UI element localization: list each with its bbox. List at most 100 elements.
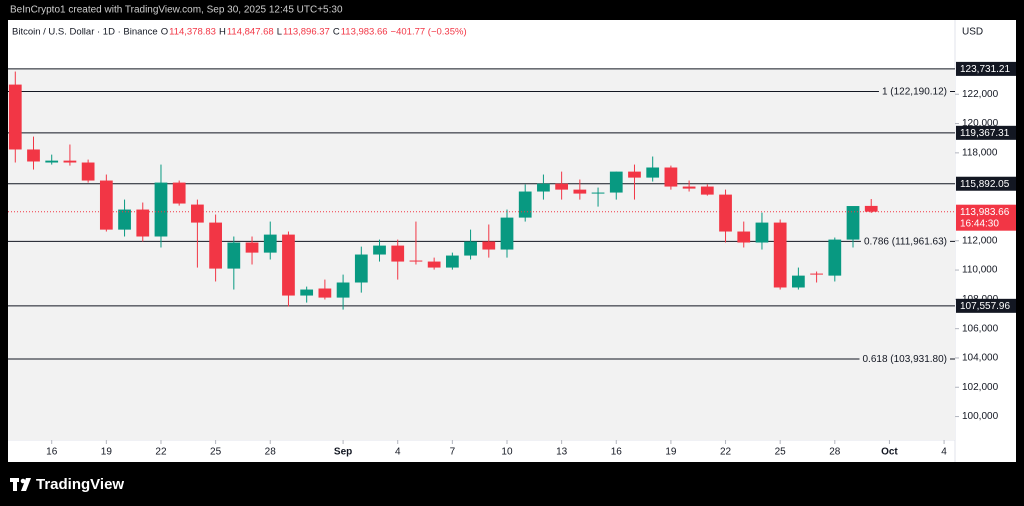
level-axis-box [956,61,1016,76]
y-tick-label: 118,000 [962,147,998,158]
y-tick-label: 100,000 [962,411,999,422]
candle-body [682,186,696,189]
candle-body [773,222,787,288]
x-tick-label: 16 [611,447,623,458]
ohlc-key: C [333,27,340,38]
candle-body [555,183,569,190]
candle-body [136,209,150,237]
candle-body [245,242,259,253]
candle-body [45,160,59,163]
x-tick-label: 19 [101,447,113,458]
candle-body [482,241,496,250]
candle-body [354,254,368,283]
candle-body [373,245,386,255]
level-label-bg [860,236,950,248]
level-label-bg [859,354,950,366]
x-tick-label: 4 [395,447,401,458]
candle-body [700,186,714,195]
plot-shade [8,68,955,440]
level-axis-label: 119,367.31 [960,128,1010,139]
candle-body [810,273,823,275]
last-price-label: 113,983.66 [960,207,1010,218]
candle-body [464,241,477,256]
y-tick-label: 112,000 [962,235,998,246]
ohlc-key: L [277,27,282,38]
level-line-label: 0.786 (111,961.63) [864,236,947,247]
x-tick-label: 22 [720,447,732,458]
candle-body [99,180,113,230]
level-line-label: 0.618 (103,931.80) [862,354,947,365]
x-tick-label: Oct [881,447,898,458]
candle-body [227,242,241,269]
x-tick-label: 16 [46,447,58,458]
x-tick-label: 25 [775,447,787,458]
candle-body [191,204,204,223]
x-tick-label: 25 [210,447,222,458]
candle-body [118,209,131,230]
candle-body [27,149,40,162]
x-tick-label: 19 [665,447,677,458]
candle-body [537,183,550,192]
ohlc-value: 114,378.83 [169,27,216,38]
x-tick-label: 13 [556,447,568,458]
candle-body [864,205,878,212]
candle-body [737,231,751,243]
watermark: BeInCrypto1 created with TradingView.com… [10,5,343,16]
countdown: 16:44:30 [960,218,999,229]
ohlc-key: H [219,27,226,38]
currency: USD [962,27,983,38]
candle-body [336,282,350,298]
candle-body [282,234,295,296]
candle-body [846,206,860,240]
x-tick-label: 28 [265,447,277,458]
ohlc-value: 113,896.37 [283,27,330,38]
candle-body [409,260,423,262]
ohlc-key: O [161,27,168,38]
candle-body [500,217,514,250]
candle-body [300,289,314,296]
candle-body [63,160,77,163]
candle-body [209,222,222,269]
candle-body [154,182,168,237]
brand-logo [10,478,31,491]
level-axis-box [956,125,1016,140]
candle-body [792,275,805,288]
x-tick-label: 10 [501,447,513,458]
x-tick-label: Sep [334,447,352,458]
x-tick-label: 22 [155,447,167,458]
candle-body [427,261,441,268]
y-tick-label: 102,000 [962,382,999,393]
y-tick-label: 104,000 [962,353,999,364]
candle-body [518,191,532,218]
candle-body [172,182,186,204]
candle-body [664,167,678,187]
x-tick-label: 28 [829,447,841,458]
x-tick-label: 4 [941,447,947,458]
candle-body [318,288,332,298]
candle-body [81,162,95,181]
candle-body [8,84,22,150]
symbol-title: Bitcoin / U.S. Dollar · 1D · Binance [12,27,158,38]
y-tick-label: 120,000 [962,118,999,129]
ohlc-value: 114,847.68 [227,27,274,38]
y-tick-label: 122,000 [962,89,999,100]
last-price-box [956,204,1016,231]
candle-body [573,189,587,194]
candle-body [391,245,405,262]
candle-body [755,222,769,243]
ohlc-value: 113,983.66 [341,27,388,38]
level-line-label: 1 (122,190.12) [882,87,947,98]
candle-body [828,239,842,276]
level-axis-label: 115,892.05 [960,179,1010,190]
x-tick-label: 7 [450,447,456,458]
level-axis-box [956,176,1016,191]
candle-body [628,171,641,178]
level-label-bg [878,86,950,98]
candle-body [445,255,459,268]
candle-body [609,171,623,193]
candle-body [263,234,277,253]
candle-body [719,194,732,232]
candle-body [646,167,660,178]
